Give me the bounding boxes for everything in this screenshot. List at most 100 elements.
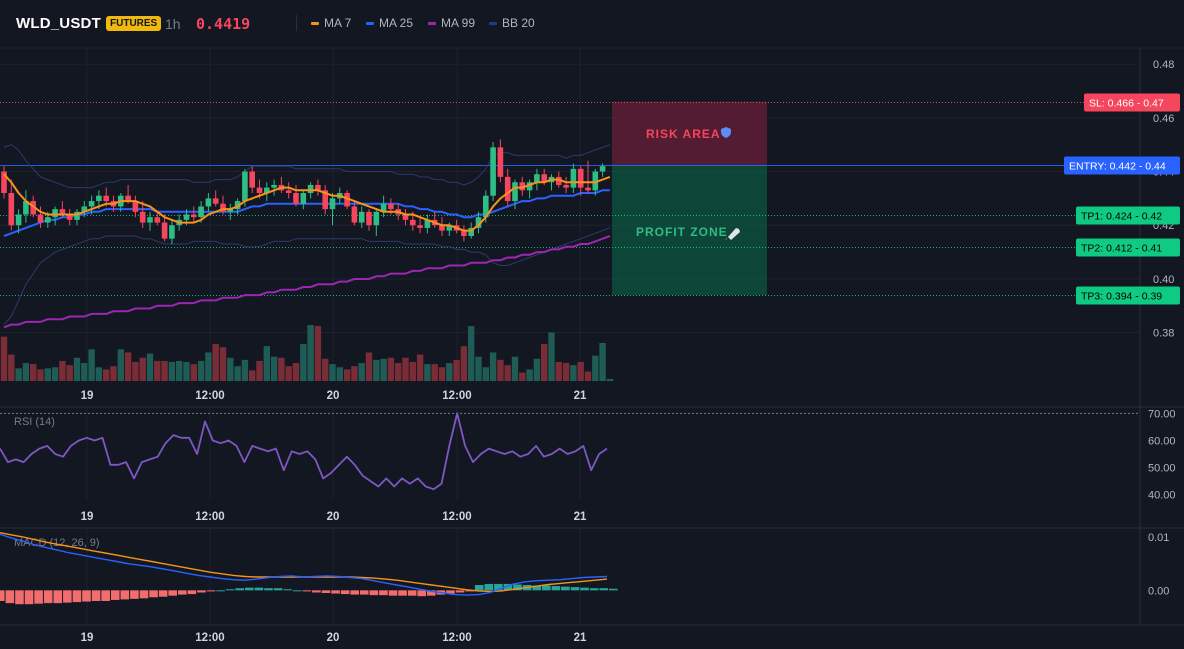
volume-bar	[285, 366, 292, 381]
candle-body	[169, 225, 175, 239]
volume-bar	[606, 378, 614, 381]
candle-body	[439, 225, 445, 231]
candle-body	[96, 195, 102, 202]
time-axis-label: 19	[81, 632, 94, 644]
candle-body	[599, 166, 606, 172]
macd-histogram-bar	[369, 590, 379, 596]
candle-body	[293, 193, 299, 204]
macd-histogram-bar	[130, 590, 139, 599]
time-axis-label: 20	[327, 390, 340, 402]
volume-bar	[88, 349, 95, 381]
time-axis-label: 12:00	[442, 390, 471, 402]
rocket-flame	[725, 238, 727, 240]
volume-bar	[168, 361, 176, 381]
time-axis-label: 21	[574, 511, 587, 523]
macd-histogram-bar	[513, 584, 522, 591]
volume-bar	[526, 369, 533, 381]
volume-bar	[387, 357, 395, 381]
candle-body	[271, 184, 277, 188]
candle-body	[351, 206, 358, 223]
candle-body	[139, 211, 146, 223]
header-divider	[296, 15, 297, 31]
candle-body	[161, 222, 168, 239]
macd-line	[0, 533, 608, 596]
candle-body	[66, 214, 73, 220]
level-tag-tp	[1076, 286, 1180, 305]
legend-swatch	[489, 21, 497, 25]
macd-histogram-bar	[168, 590, 178, 596]
volume-bar	[438, 367, 446, 381]
volume-bar	[30, 364, 37, 381]
volume-bar	[117, 349, 124, 381]
legend-bb20[interactable]: BB 20	[489, 16, 535, 30]
volume-bar	[380, 358, 387, 381]
macd-histogram-bar	[34, 590, 43, 604]
symbol-name[interactable]: WLD_USDT	[16, 15, 101, 32]
timeframe-label[interactable]: 1h	[165, 16, 181, 32]
volume-bar	[336, 367, 343, 381]
legend-ma7[interactable]: MA 7	[311, 16, 351, 30]
candle-body	[147, 217, 153, 223]
volume-bar	[132, 361, 139, 381]
candle-body	[234, 201, 241, 210]
chart-header: WLD_USDT FUTURES 1h 0.4419 MA 7 MA 25 MA…	[0, 0, 1184, 48]
macd-histogram-bar	[24, 590, 34, 605]
macd-histogram-bar	[235, 588, 245, 591]
macd-histogram-bar	[206, 590, 216, 592]
candle-body	[468, 227, 474, 236]
level-tag-text: ENTRY: 0.442 - 0.44	[1069, 161, 1166, 173]
time-axis-label: 12:00	[195, 632, 224, 644]
candle-body	[183, 214, 190, 220]
volume-bar	[519, 372, 526, 381]
volume-bar	[599, 342, 606, 381]
volume-bar	[343, 369, 351, 381]
rsi-line	[0, 412, 608, 491]
volume-bar	[154, 360, 161, 381]
candle-body	[285, 190, 292, 194]
volume-bar	[562, 363, 570, 381]
legend-swatch	[366, 21, 374, 25]
macd-histogram-bar	[561, 586, 570, 591]
legend-label: MA 25	[379, 16, 414, 30]
candle-body	[52, 209, 58, 218]
legend-ma25[interactable]: MA 25	[366, 16, 413, 30]
candle-body	[307, 184, 314, 194]
macd-histogram-bar	[264, 588, 273, 591]
candle-body	[256, 187, 263, 194]
macd-axis-label: 0.00	[1148, 585, 1169, 597]
macd-histogram-bar	[91, 590, 101, 601]
candle-body	[264, 187, 270, 194]
volume-bar	[351, 366, 358, 381]
price-axis-label: 0.38	[1153, 328, 1174, 340]
macd-histogram-bar	[120, 590, 130, 600]
candle-body	[490, 147, 496, 196]
macd-histogram-bar	[82, 590, 91, 602]
macd-histogram-bar	[589, 588, 599, 591]
macd-histogram-bar	[292, 590, 302, 592]
macd-histogram-bar	[503, 583, 513, 591]
macd-histogram-bar	[465, 590, 474, 592]
volume-bar	[44, 368, 51, 381]
macd-histogram-bar	[283, 589, 292, 591]
volume-bar	[103, 369, 110, 381]
macd-histogram-bar	[484, 583, 494, 591]
volume-bar	[533, 358, 541, 381]
candle-body	[212, 198, 219, 204]
candle-body	[37, 214, 44, 223]
time-axis-label: 21	[574, 390, 587, 402]
volume-bar	[468, 326, 475, 381]
volume-bar	[358, 363, 365, 381]
macd-histogram-bar	[494, 583, 503, 591]
risk-area-label: RISK AREA	[646, 127, 721, 141]
volume-bar	[8, 354, 15, 381]
time-axis-label: 19	[81, 390, 94, 402]
candle-body	[81, 206, 88, 212]
candle-body	[358, 211, 365, 223]
candle-body	[366, 211, 372, 226]
candle-body	[15, 214, 22, 226]
macd-histogram-bar	[149, 590, 158, 598]
ma7-line	[3, 173, 611, 232]
legend-ma99[interactable]: MA 99	[428, 16, 475, 30]
candle-body	[483, 195, 489, 218]
